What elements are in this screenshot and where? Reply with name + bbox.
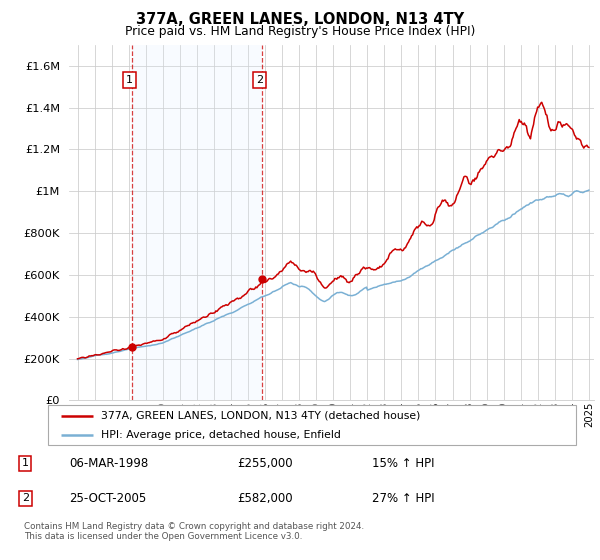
Text: 1: 1 [22,459,29,468]
Text: Contains HM Land Registry data © Crown copyright and database right 2024.
This d: Contains HM Land Registry data © Crown c… [24,522,364,542]
Text: 377A, GREEN LANES, LONDON, N13 4TY: 377A, GREEN LANES, LONDON, N13 4TY [136,12,464,27]
Text: HPI: Average price, detached house, Enfield: HPI: Average price, detached house, Enfi… [101,430,341,440]
Text: 27% ↑ HPI: 27% ↑ HPI [372,492,434,505]
FancyBboxPatch shape [48,405,576,445]
Text: Price paid vs. HM Land Registry's House Price Index (HPI): Price paid vs. HM Land Registry's House … [125,25,475,38]
Text: 15% ↑ HPI: 15% ↑ HPI [372,457,434,470]
Text: 377A, GREEN LANES, LONDON, N13 4TY (detached house): 377A, GREEN LANES, LONDON, N13 4TY (deta… [101,411,420,421]
Text: £255,000: £255,000 [237,457,293,470]
Text: 2: 2 [22,493,29,503]
Text: £582,000: £582,000 [237,492,293,505]
Text: 2: 2 [256,76,263,85]
Text: 25-OCT-2005: 25-OCT-2005 [69,492,146,505]
Text: 06-MAR-1998: 06-MAR-1998 [69,457,148,470]
Bar [132,45,262,400]
Text: 1: 1 [125,76,133,85]
